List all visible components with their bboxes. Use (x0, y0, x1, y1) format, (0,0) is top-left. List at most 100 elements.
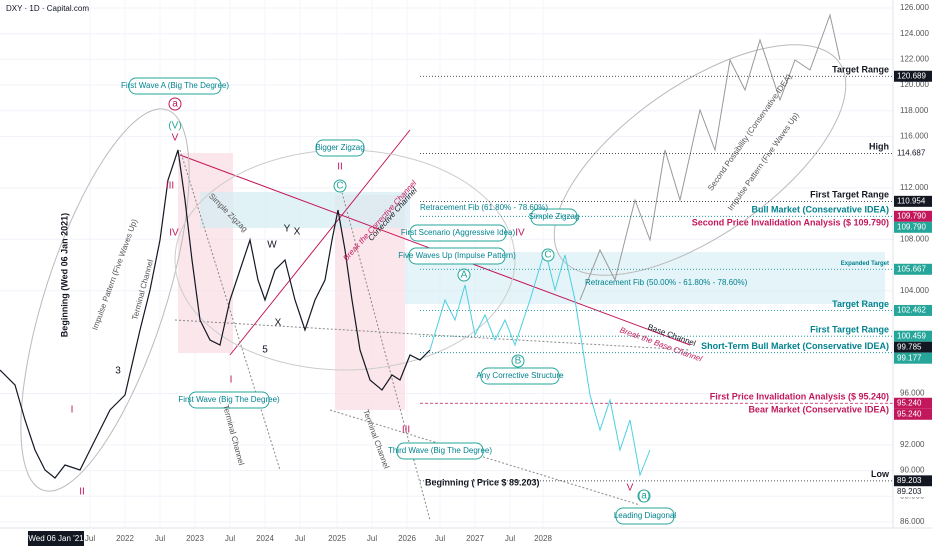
price-tag (894, 70, 932, 82)
wave-label: V (172, 133, 179, 144)
y-tick-label: 104.000 (900, 286, 929, 295)
price-line (0, 149, 431, 479)
price-tag (894, 352, 932, 364)
level-label: Low (871, 469, 890, 479)
price-tag (894, 475, 932, 487)
x-tick-label: 2028 (534, 534, 552, 543)
price-tag-label: 102.462 (897, 306, 926, 315)
symbol: DXY · 1D · Capital.com (6, 4, 89, 13)
price-tag (894, 397, 932, 409)
annotation: Beginning (Wed 06 Jan 2021) (59, 213, 69, 337)
wave-label: V (627, 483, 634, 494)
price-tag (894, 408, 932, 420)
wave-label: (a) (638, 491, 650, 502)
y-tick-label: 92.000 (900, 440, 925, 449)
y-tick-label: 108.000 (900, 234, 929, 243)
x-tick-label: Jul (435, 534, 445, 543)
price-tag-label: 100.459 (897, 331, 926, 340)
y-tick-label: 122.000 (900, 55, 929, 64)
price-tag (894, 486, 932, 498)
callout-box (530, 208, 578, 226)
level-label: Bull Market (Conservative IDEA) (751, 205, 889, 215)
callout-box (409, 224, 507, 242)
price-tag-label: 89.203 (897, 487, 922, 496)
x-tick-label: Jul (367, 534, 377, 543)
current-date-bg (28, 531, 84, 546)
callout-box (480, 367, 560, 385)
wave-circle (168, 97, 182, 111)
channel-line (339, 184, 431, 521)
wave-label: IV (515, 228, 525, 239)
wave-label: I (230, 375, 233, 386)
callout-box (315, 139, 365, 157)
x-tick-label: 2023 (186, 534, 204, 543)
ellipse (553, 44, 847, 276)
current-date: Wed 06 Jan '21 (28, 534, 84, 543)
price-tag-label: 109.790 (897, 222, 926, 231)
wave-label: III (402, 425, 410, 436)
level-label: High (869, 142, 889, 152)
x-tick-label: 2025 (328, 534, 346, 543)
wave-label: W (267, 240, 277, 251)
channel-line (174, 319, 691, 351)
level-label: First Price Invalidation Analysis ($ 95.… (710, 392, 889, 402)
price-tag-label: 89.203 (897, 476, 922, 485)
x-tick-label: Jul (85, 534, 95, 543)
price-tag-label: 95.240 (897, 409, 922, 418)
callout-box (615, 507, 675, 525)
price-tag (894, 304, 932, 316)
level-label: Bear Market (Conservative IDEA) (748, 405, 889, 415)
callout-box (396, 442, 484, 460)
price-tag (894, 221, 932, 233)
price-tag-label: 99.177 (897, 353, 922, 362)
level-label: Target Range (832, 299, 889, 309)
price-tag-label: 110.954 (897, 196, 926, 205)
wave-circle (637, 489, 651, 503)
wave-circle (511, 354, 525, 368)
price-tag-label: 114.687 (897, 148, 926, 157)
wave-label: IV (169, 228, 179, 239)
callout-text: Simple Zigzag (529, 212, 580, 221)
wave-label: II (337, 162, 343, 173)
wave-label: X (275, 318, 282, 329)
price-tag-label: 109.790 (897, 211, 926, 220)
level-label: Short-Term Bull Market (Conservative IDE… (701, 341, 889, 351)
wave-label: III (166, 181, 174, 192)
annotation: Retracement Fib (50.00% - 61.80% - 78.60… (585, 278, 748, 287)
y-tick-label: 126.000 (900, 3, 929, 12)
callout-text: Leading Diagonal (614, 511, 676, 520)
x-tick-label: 2022 (116, 534, 134, 543)
callout-text: Five Waves Up (Impulse Pattern) (398, 251, 516, 260)
wave-label: C (336, 181, 343, 192)
time-axis (0, 528, 932, 550)
wave-circle (541, 248, 555, 262)
y-tick-label: 96.000 (900, 389, 925, 398)
callout-box (408, 247, 506, 265)
y-tick-label: 90.000 (900, 466, 925, 475)
wave-label: X (294, 227, 301, 238)
corrective-channel (229, 129, 411, 356)
wave-label: 5 (262, 345, 268, 356)
price-tag (894, 341, 932, 353)
zone (335, 195, 405, 410)
callout-text: Any Corrective Structure (476, 371, 564, 380)
price-tag-label: 120.689 (897, 71, 926, 80)
x-tick-label: Jul (295, 534, 305, 543)
y-tick-label: 116.000 (900, 132, 929, 141)
callout-box (128, 77, 222, 95)
projection-alt (579, 13, 841, 301)
x-tick-label: Jul (155, 534, 165, 543)
callout-text: First Scenario (Aggressive Idea) (401, 228, 516, 237)
wave-label: 3 (115, 366, 121, 377)
price-tag (894, 330, 932, 342)
y-tick-label: 118.000 (900, 106, 929, 115)
wave-label: I (71, 405, 74, 416)
x-tick-label: Jul (225, 534, 235, 543)
price-tag (894, 195, 932, 207)
price-tag (894, 263, 932, 275)
annotation: Retracement Fib (61.80% - 78.60%) (420, 203, 548, 212)
callout-box (188, 391, 270, 409)
wave-label: Y (284, 224, 291, 235)
price-tag-label: 105.667 (897, 264, 926, 273)
